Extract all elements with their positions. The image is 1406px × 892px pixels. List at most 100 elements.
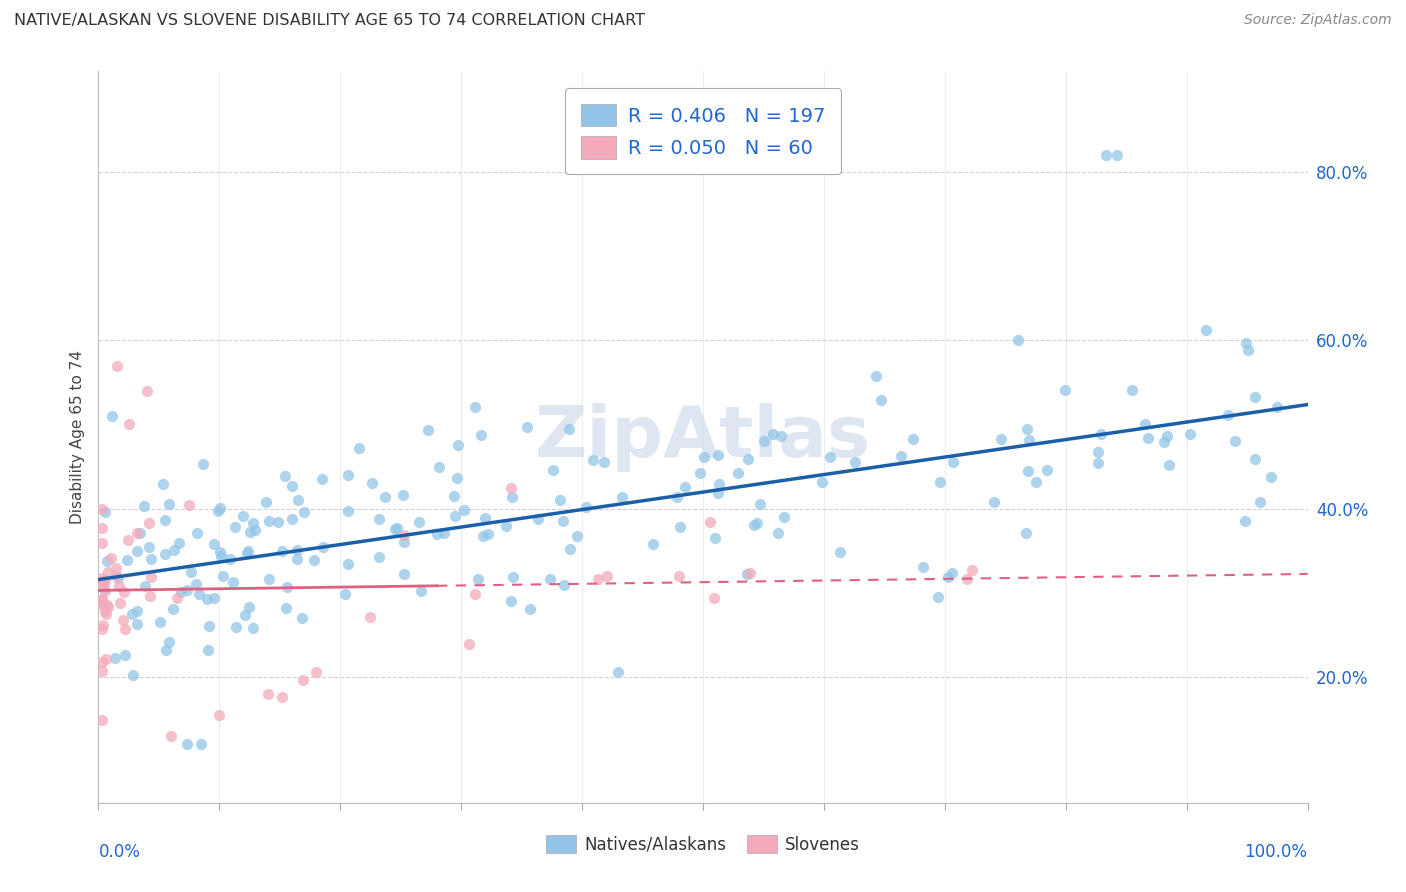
Point bbox=[735, 566, 758, 581]
Point bbox=[1260, 470, 1282, 484]
Point bbox=[820, 450, 842, 464]
Point bbox=[153, 512, 176, 526]
Point bbox=[127, 544, 149, 558]
Point bbox=[112, 613, 135, 627]
Point bbox=[276, 580, 298, 594]
Text: NATIVE/ALASKAN VS SLOVENE DISABILITY AGE 65 TO 74 CORRELATION CHART: NATIVE/ALASKAN VS SLOVENE DISABILITY AGE… bbox=[14, 13, 645, 29]
Point bbox=[593, 454, 616, 468]
Point bbox=[190, 737, 212, 751]
Point bbox=[202, 536, 225, 550]
Point bbox=[502, 570, 524, 584]
Point bbox=[1153, 434, 1175, 449]
Point bbox=[104, 651, 127, 665]
Text: Source: ZipAtlas.com: Source: ZipAtlas.com bbox=[1244, 13, 1392, 28]
Point bbox=[132, 499, 155, 513]
Point bbox=[100, 409, 122, 423]
Point bbox=[990, 432, 1012, 446]
Point bbox=[458, 637, 481, 651]
Point bbox=[1236, 343, 1258, 357]
Point bbox=[257, 514, 280, 528]
Point bbox=[516, 420, 538, 434]
Point bbox=[347, 441, 370, 455]
Point bbox=[610, 490, 633, 504]
Point bbox=[167, 536, 190, 550]
Point bbox=[122, 668, 145, 682]
Point bbox=[426, 526, 449, 541]
Point bbox=[742, 517, 765, 532]
Point bbox=[170, 585, 193, 599]
Point bbox=[94, 651, 117, 665]
Point bbox=[538, 572, 561, 586]
Point bbox=[499, 594, 522, 608]
Point bbox=[162, 602, 184, 616]
Point bbox=[699, 515, 721, 529]
Point bbox=[408, 516, 430, 530]
Point bbox=[157, 635, 180, 649]
Point bbox=[93, 582, 115, 596]
Point bbox=[1180, 426, 1202, 441]
Point bbox=[607, 665, 630, 680]
Point bbox=[1136, 431, 1159, 445]
Point bbox=[769, 429, 792, 443]
Point bbox=[157, 497, 180, 511]
Point bbox=[689, 466, 711, 480]
Point bbox=[464, 400, 486, 414]
Point bbox=[91, 665, 114, 679]
Point bbox=[91, 571, 114, 585]
Point bbox=[291, 673, 314, 687]
Point bbox=[773, 510, 796, 524]
Point bbox=[1249, 495, 1271, 509]
Point bbox=[828, 545, 851, 559]
Point bbox=[727, 466, 749, 480]
Point bbox=[665, 491, 688, 505]
Point bbox=[291, 610, 314, 624]
Point bbox=[93, 505, 115, 519]
Point bbox=[960, 563, 983, 577]
Point bbox=[224, 519, 246, 533]
Point bbox=[232, 508, 254, 523]
Point bbox=[983, 494, 1005, 508]
Point bbox=[1015, 525, 1038, 540]
Point bbox=[745, 516, 768, 530]
Point bbox=[160, 729, 183, 743]
Point bbox=[197, 643, 219, 657]
Point bbox=[302, 552, 325, 566]
Point bbox=[416, 423, 439, 437]
Point bbox=[443, 509, 465, 524]
Point bbox=[586, 573, 609, 587]
Point bbox=[139, 552, 162, 566]
Point bbox=[208, 707, 231, 722]
Point bbox=[472, 528, 495, 542]
Point bbox=[91, 591, 114, 606]
Point bbox=[108, 579, 131, 593]
Point bbox=[104, 560, 127, 574]
Point bbox=[285, 552, 308, 566]
Point bbox=[1017, 422, 1039, 436]
Point bbox=[96, 598, 118, 612]
Point bbox=[256, 686, 278, 700]
Point bbox=[707, 486, 730, 500]
Point bbox=[91, 622, 114, 636]
Point bbox=[125, 616, 148, 631]
Point bbox=[955, 573, 977, 587]
Point bbox=[336, 558, 359, 572]
Point bbox=[245, 523, 267, 537]
Point bbox=[669, 520, 692, 534]
Point bbox=[499, 482, 522, 496]
Point bbox=[128, 526, 150, 541]
Point bbox=[209, 549, 232, 563]
Point bbox=[91, 574, 114, 589]
Point bbox=[118, 417, 141, 432]
Point bbox=[139, 589, 162, 603]
Point bbox=[427, 460, 450, 475]
Point bbox=[762, 427, 785, 442]
Point bbox=[446, 471, 468, 485]
Point bbox=[242, 516, 264, 531]
Point bbox=[929, 475, 952, 490]
Point bbox=[1234, 514, 1257, 528]
Point bbox=[392, 567, 415, 582]
Point bbox=[703, 591, 725, 606]
Point bbox=[114, 648, 136, 663]
Point bbox=[94, 604, 117, 618]
Point bbox=[865, 368, 887, 383]
